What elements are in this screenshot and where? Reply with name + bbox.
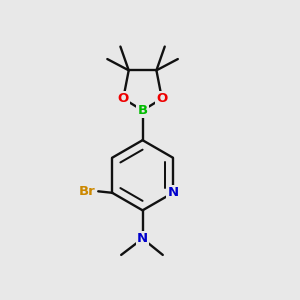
Text: N: N <box>137 232 148 245</box>
Text: O: O <box>118 92 129 105</box>
Text: N: N <box>167 186 178 199</box>
Text: B: B <box>137 104 148 117</box>
Text: O: O <box>156 92 167 105</box>
Text: Br: Br <box>79 185 95 198</box>
